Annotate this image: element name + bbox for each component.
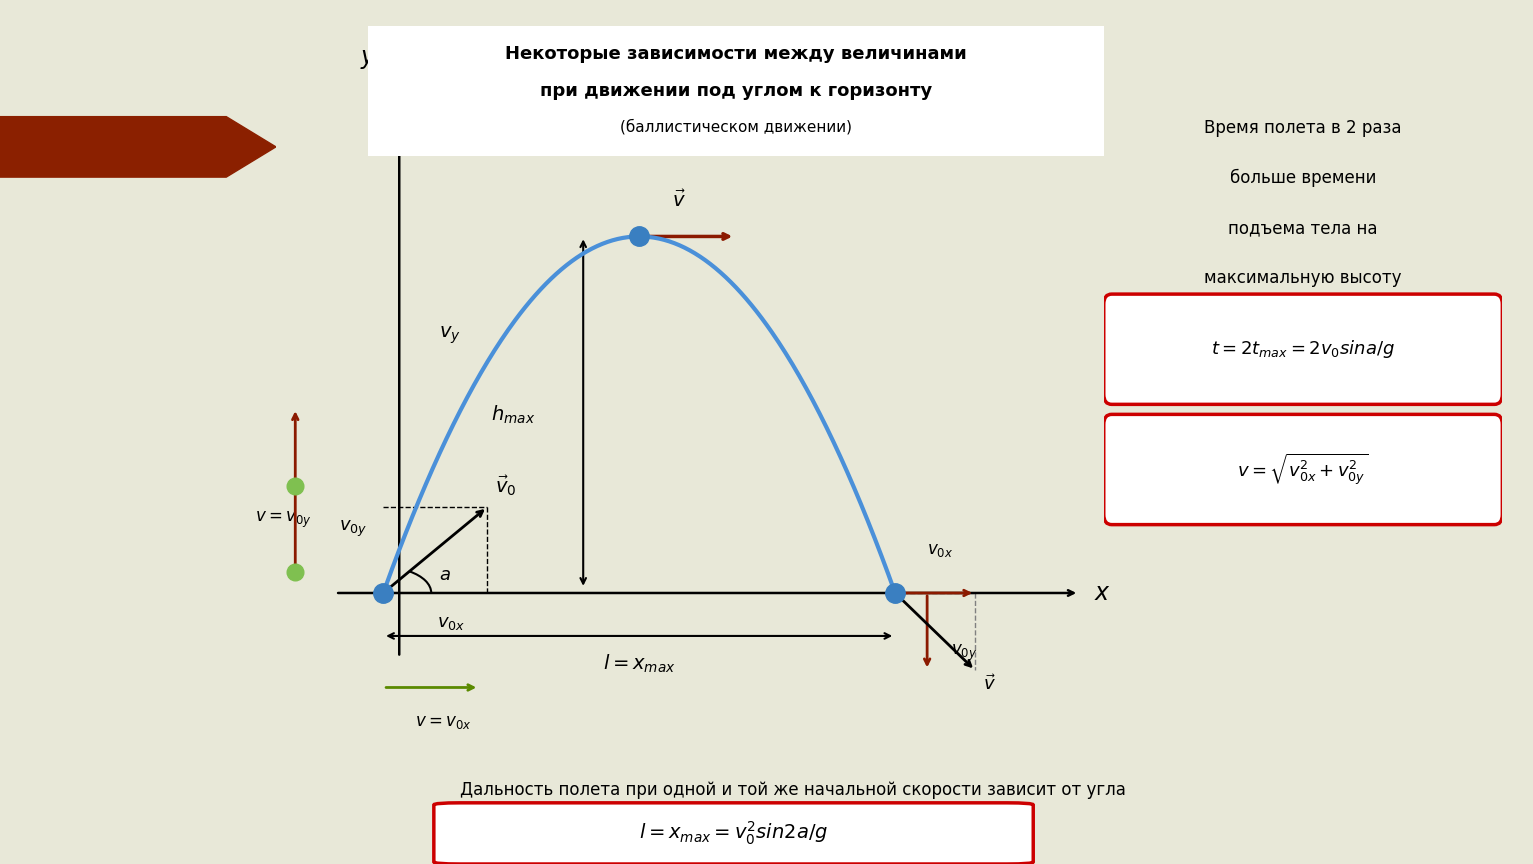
Text: $v_{0y}$: $v_{0y}$ — [950, 643, 978, 664]
Text: $v=v_{0y}$: $v=v_{0y}$ — [256, 510, 311, 530]
Text: $v_{0x}$: $v_{0x}$ — [437, 614, 466, 632]
Text: Некоторые зависимости между величинами: Некоторые зависимости между величинами — [504, 46, 967, 63]
Text: больше времени: больше времени — [1229, 168, 1377, 187]
Text: $\vec{v}$: $\vec{v}$ — [983, 675, 996, 695]
Text: $\vec{v}$: $\vec{v}$ — [673, 189, 687, 211]
Text: $v=v_{0x}$: $v=v_{0x}$ — [415, 714, 472, 731]
Text: $l = x_{max}= v_0^2sin2a/g$: $l = x_{max}= v_0^2sin2a/g$ — [639, 819, 828, 847]
Text: y: y — [360, 45, 374, 69]
FancyBboxPatch shape — [353, 23, 1119, 158]
Text: Время полета в 2 раза: Время полета в 2 раза — [1205, 118, 1401, 137]
Text: $v_y$: $v_y$ — [440, 325, 461, 346]
FancyBboxPatch shape — [1104, 294, 1502, 404]
Text: $l = x_{max}$: $l = x_{max}$ — [602, 653, 676, 676]
Text: $t= 2t_{max} = 2v_0sina/g$: $t= 2t_{max} = 2v_0sina/g$ — [1211, 338, 1395, 360]
Polygon shape — [0, 117, 276, 177]
Text: при движении под углом к горизонту: при движении под углом к горизонту — [540, 82, 932, 99]
Text: $v_{0y}$: $v_{0y}$ — [339, 518, 368, 538]
Text: $\vec{v}_0$: $\vec{v}_0$ — [495, 474, 517, 499]
Text: (баллистическом движении): (баллистическом движении) — [619, 119, 852, 135]
Text: x: x — [1095, 581, 1108, 605]
Text: $v =\sqrt{v_{0x}^{2}+ v_{0y}^{2}}$: $v =\sqrt{v_{0x}^{2}+ v_{0y}^{2}}$ — [1237, 452, 1369, 487]
Text: $v_{0x}$: $v_{0x}$ — [927, 541, 954, 559]
Text: $h_{max}$: $h_{max}$ — [491, 403, 535, 426]
FancyBboxPatch shape — [1104, 415, 1502, 524]
Text: максимальную высоту: максимальную высоту — [1205, 269, 1401, 287]
FancyBboxPatch shape — [434, 803, 1033, 864]
Text: Дальность полета при одной и той же начальной скорости зависит от угла: Дальность полета при одной и той же нача… — [460, 781, 1125, 799]
Text: подъема тела на: подъема тела на — [1228, 219, 1378, 237]
Text: a: a — [440, 566, 451, 584]
